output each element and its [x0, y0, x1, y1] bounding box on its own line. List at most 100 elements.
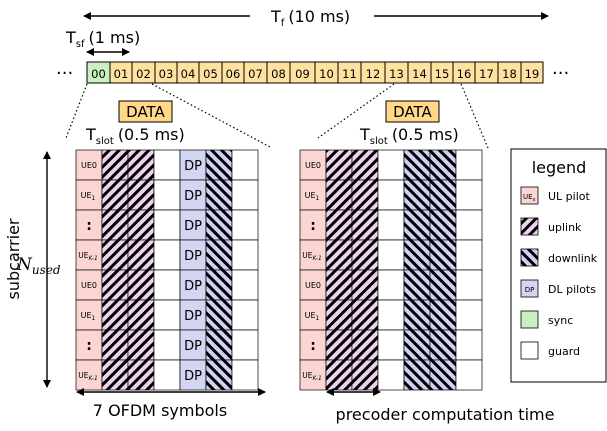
grid-cell: [127, 269, 155, 301]
ue0-label: UE0: [305, 281, 321, 290]
grid-cell: [231, 179, 259, 211]
dp-label: DP: [184, 249, 202, 264]
legend-dlpilots-label: DL pilots: [548, 283, 596, 296]
tslot-label-right: Tslot (0.5 ms): [359, 125, 459, 147]
subframe-label: 17: [479, 67, 494, 81]
grid-cell: [101, 179, 129, 211]
legend-uplink-label: uplink: [548, 221, 582, 234]
grid-cell: [325, 299, 353, 331]
grid-cell: [325, 149, 353, 181]
grid-cell: [455, 209, 483, 241]
grid-cell: [351, 239, 379, 271]
grid-cell: [351, 149, 379, 181]
subframe-label: 08: [271, 67, 286, 81]
grid-cell: [377, 149, 405, 181]
grid-cell: [205, 329, 233, 361]
subframe-strip: 00 01 02 03 04 05 06 07 08 09 10 11 12 13 14 15 16 17 18 19: [86, 61, 544, 84]
slot-grid-right: UE0 UE1: UEK-1 UE0 UE1: UEK-1: [299, 149, 483, 391]
grid-cell: [179, 269, 207, 301]
grid-cell: [429, 179, 457, 211]
grid-cell: [153, 269, 181, 301]
grid-cell: [455, 179, 483, 211]
uek-label: UEK-1: [78, 371, 98, 382]
subframe-03: 03: [154, 61, 178, 84]
grid-cell: [231, 239, 259, 271]
tf-label: Tf (10 ms): [270, 7, 350, 29]
subframe-label: 05: [203, 67, 218, 81]
grid-cell: [351, 269, 379, 301]
frame-ellipsis-right: ···: [552, 63, 569, 84]
grid-cell: [377, 299, 405, 331]
ue-dots: :: [86, 218, 92, 234]
grid-cell: [351, 359, 379, 391]
grid-cell: [403, 329, 431, 361]
grid-cell: [179, 239, 207, 271]
grid-cell: [231, 209, 259, 241]
grid-cell: [153, 209, 181, 241]
grid-cell: [377, 269, 405, 301]
grid-cell: [127, 359, 155, 391]
grid-cell: [403, 209, 431, 241]
ofdm-label: 7 OFDM symbols: [93, 401, 227, 420]
grid-cell: [153, 299, 181, 331]
slot-grid-left: UE0 DP UE1 DP: DP UEK-1 DP UE0 DP UE1 DP: DP UEK-1 DP: [75, 149, 259, 391]
grid-cell: [127, 209, 155, 241]
data-text-right: DATA: [393, 103, 432, 121]
legend-ulpilot-label: UL pilot: [548, 190, 591, 203]
grid-cell: [403, 359, 431, 391]
grid-cell: [351, 299, 379, 331]
grid-cell: [153, 329, 181, 361]
grid-cell: [101, 359, 129, 391]
subframe-label: 10: [319, 67, 334, 81]
grid-cell: [429, 359, 457, 391]
legend-sync-label: sync: [548, 314, 573, 327]
subframe-04: 04: [176, 61, 200, 84]
grid-cell: [153, 179, 181, 211]
grid-cell: [455, 149, 483, 181]
grid-cell: [231, 299, 259, 331]
ue1-label: UE1: [81, 311, 96, 322]
grid-cell: [377, 329, 405, 361]
legend-downlink-swatch: [520, 248, 539, 267]
uek-label: UEK-1: [302, 251, 322, 262]
subframe-05: 05: [198, 61, 223, 84]
grid-cell: [377, 179, 405, 211]
grid-cell: [429, 299, 457, 331]
subframe-label: 15: [435, 67, 450, 81]
grid-cell: [101, 269, 129, 301]
legend-guard-swatch: [520, 341, 539, 360]
grid-cell: [325, 269, 353, 301]
grid-cell: [455, 329, 483, 361]
subframe-18: 18: [497, 61, 522, 84]
subframe-06: 06: [221, 61, 245, 84]
tsf-label: Tsf (1 ms): [65, 28, 140, 50]
subcarrier-label: subcarrier: [4, 218, 23, 299]
subframe-08: 08: [266, 61, 291, 84]
subframe-10: 10: [314, 61, 339, 84]
grid-cell: [75, 179, 103, 211]
ue0-label: UE0: [81, 281, 97, 290]
legend-uplink-swatch: [520, 217, 539, 236]
ue0-label: UE0: [305, 161, 321, 170]
legend-ulpilot-icon: UEx: [523, 193, 536, 203]
grid-cell: [299, 239, 327, 271]
grid-cell: [101, 149, 129, 181]
grid-cell: [231, 269, 259, 301]
dp-label: DP: [184, 159, 202, 174]
legend-dp-swatch: [520, 279, 539, 298]
grid-cell: [299, 149, 327, 181]
legend-guard-label: guard: [548, 345, 580, 358]
subframe-label: 12: [366, 67, 381, 81]
grid-cell: [153, 239, 181, 271]
grid-cell: [325, 359, 353, 391]
ue1-label: UE1: [305, 311, 320, 322]
grid-cell: [429, 239, 457, 271]
subframe-label: 18: [502, 67, 517, 81]
grid-cell: [299, 329, 327, 361]
grid-cell: [179, 149, 207, 181]
ue0-label: UE0: [81, 161, 97, 170]
grid-cell: [455, 269, 483, 301]
subframe-label: 16: [457, 67, 472, 81]
ue-dots: :: [86, 338, 92, 354]
